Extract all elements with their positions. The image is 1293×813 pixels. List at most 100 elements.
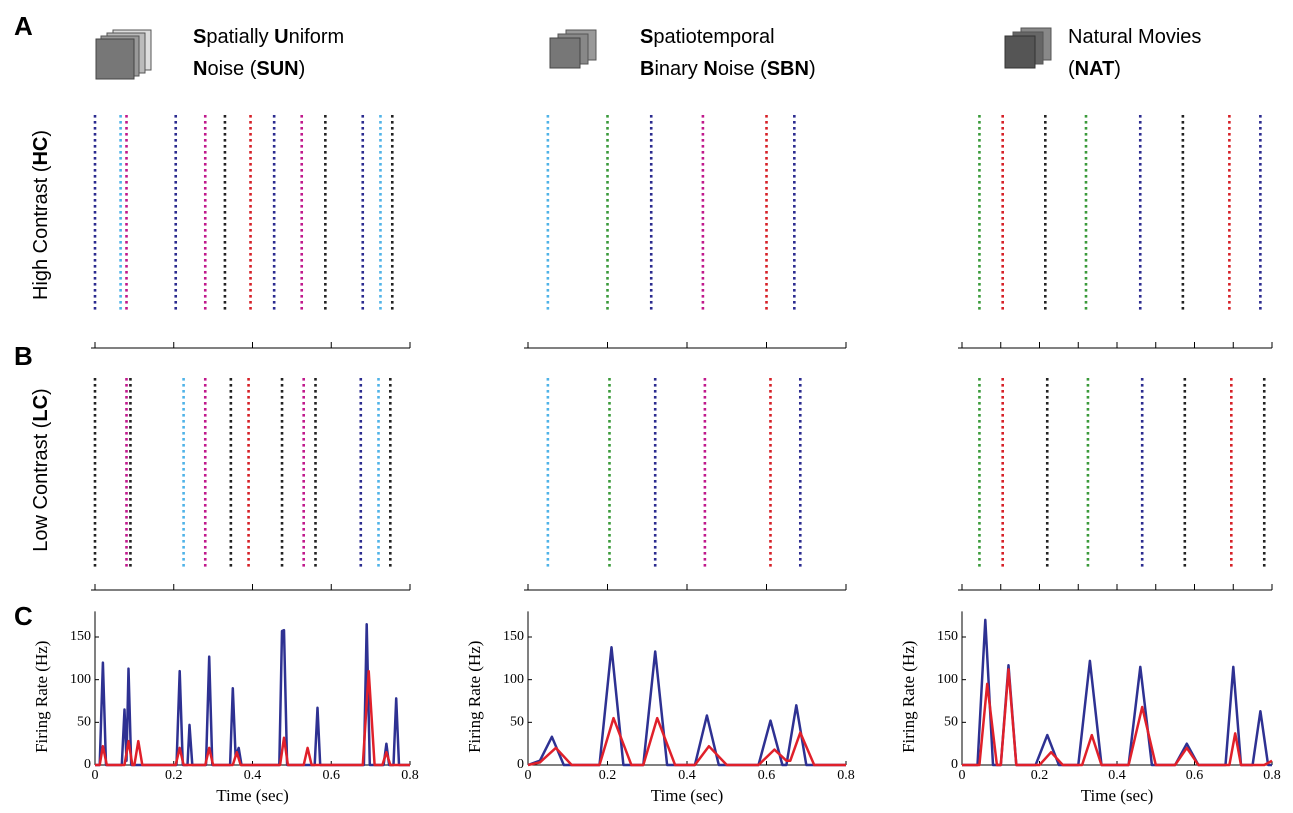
spike	[608, 498, 611, 501]
spike	[314, 504, 317, 507]
spike	[125, 534, 128, 537]
spike	[765, 241, 768, 244]
spike	[1138, 259, 1142, 262]
spike	[798, 414, 802, 417]
spike	[1262, 396, 1266, 399]
spike	[653, 468, 657, 471]
spike	[119, 211, 122, 214]
spike	[1001, 169, 1004, 172]
spike	[300, 265, 304, 268]
spike	[1001, 289, 1004, 292]
spike	[1044, 259, 1047, 262]
spike	[247, 480, 250, 483]
spike	[174, 211, 178, 214]
spike	[125, 516, 128, 519]
spike	[223, 247, 227, 250]
spike	[1138, 283, 1142, 286]
spike	[978, 462, 981, 465]
spike	[653, 558, 657, 561]
spike	[798, 432, 802, 435]
spike	[978, 444, 981, 447]
spike	[546, 444, 550, 447]
spike	[1045, 450, 1049, 453]
spike	[978, 265, 981, 268]
spike	[608, 522, 611, 525]
spike	[300, 277, 304, 280]
spike	[793, 199, 796, 202]
spike	[1262, 456, 1266, 459]
spike	[203, 283, 207, 286]
spike	[1181, 157, 1185, 160]
spike	[361, 193, 365, 196]
spike	[606, 121, 609, 124]
spike	[978, 295, 981, 298]
spike	[93, 271, 97, 274]
spike	[300, 271, 304, 274]
spike	[223, 163, 227, 166]
spike	[379, 139, 382, 142]
spike	[703, 420, 707, 423]
y-tick-label: 50	[77, 715, 91, 730]
spike	[377, 468, 380, 471]
spike	[300, 133, 304, 136]
spike	[125, 157, 128, 160]
spike	[129, 450, 132, 453]
spike	[302, 522, 305, 525]
spike	[769, 402, 772, 405]
spike	[247, 564, 250, 567]
spike	[769, 396, 772, 399]
spike	[390, 121, 394, 124]
spike	[359, 552, 363, 555]
spike	[1001, 307, 1004, 310]
spike	[1044, 205, 1047, 208]
spike	[701, 169, 705, 172]
text-part: (	[1068, 58, 1075, 80]
spike	[1086, 450, 1090, 453]
spike	[978, 540, 981, 543]
spike	[1001, 133, 1004, 136]
spike	[125, 540, 128, 543]
spike	[247, 444, 250, 447]
spike	[249, 223, 252, 226]
spike	[125, 384, 128, 387]
spike	[1044, 163, 1047, 166]
spike	[379, 283, 382, 286]
spike	[798, 558, 802, 561]
spike	[1230, 468, 1233, 471]
spike	[182, 456, 185, 459]
spike	[229, 444, 233, 447]
spike	[129, 396, 132, 399]
spike	[1138, 211, 1142, 214]
spike	[606, 307, 609, 310]
spike	[703, 504, 707, 507]
spike	[1001, 127, 1004, 130]
spike	[769, 456, 772, 459]
spike	[769, 468, 772, 471]
spike	[302, 540, 305, 543]
x-tick-label: 0.4	[678, 768, 696, 783]
spike	[203, 540, 207, 543]
spike	[1262, 474, 1266, 477]
spike	[1228, 277, 1231, 280]
spike	[390, 193, 394, 196]
spike	[703, 426, 707, 429]
spike	[546, 552, 550, 555]
spike	[389, 528, 392, 531]
spike	[1001, 277, 1004, 280]
spike	[1001, 444, 1004, 447]
spike	[1140, 510, 1144, 513]
spike	[390, 247, 394, 250]
spike	[978, 133, 981, 136]
spike	[769, 462, 772, 465]
spike	[546, 534, 550, 537]
spike	[1228, 223, 1231, 226]
spike	[649, 205, 653, 208]
spike	[1259, 169, 1262, 172]
spike	[272, 163, 276, 166]
spike	[379, 193, 382, 196]
spike	[1183, 450, 1187, 453]
spike	[324, 241, 327, 244]
spike	[203, 121, 207, 124]
spike	[653, 396, 657, 399]
spike	[249, 259, 252, 262]
